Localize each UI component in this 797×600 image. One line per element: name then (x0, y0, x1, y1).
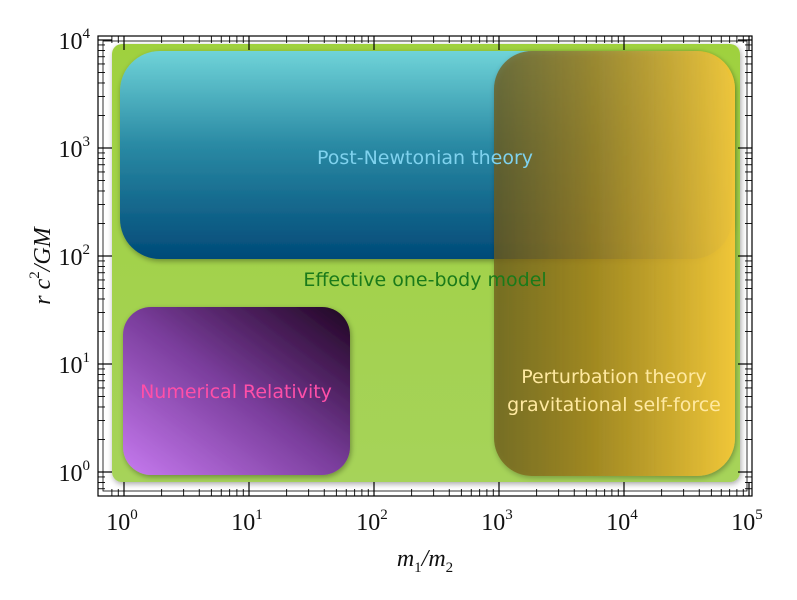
x-tick-label: 105 (731, 507, 763, 536)
x-tick-label: 101 (231, 507, 263, 536)
plot-frame-inner (102, 40, 748, 492)
eob-label: Effective one-body model (303, 269, 546, 291)
y-tick-label: 100 (59, 458, 91, 487)
x-axis-title-slash: /m (420, 546, 446, 572)
y-axis-title: r c2/GM (27, 225, 56, 305)
x-axis-title: m1/m2 (397, 546, 453, 576)
x-tick-label: 103 (481, 507, 513, 536)
y-tick-label: 102 (59, 242, 91, 271)
nr-region (123, 307, 350, 475)
y-tick-label: 101 (59, 350, 91, 379)
x-axis-title-m1: m (397, 546, 414, 572)
y-tick-label: 103 (59, 134, 91, 163)
x-tick-label: 100 (106, 507, 138, 536)
pt-region (494, 51, 735, 476)
pn-label: Post-Newtonian theory (317, 147, 533, 169)
x-tick-label: 102 (356, 507, 388, 536)
y-axis-title-rest: /GM (30, 225, 56, 273)
axis-ticks: 100 101 102 103 104 105 100 101 102 103 104 (59, 26, 763, 536)
x-axis-title-sub2: 2 (446, 560, 454, 576)
y-axis-title-sup: 2 (27, 271, 43, 279)
pt-label-line2: gravitational self-force (507, 394, 721, 416)
pt-label-line1: Perturbation theory (521, 366, 707, 388)
x-axis-title-sub1: 1 (414, 560, 422, 576)
y-tick-label: 104 (59, 26, 91, 55)
y-axis-title-rc: r c (30, 278, 56, 304)
nr-label: Numerical Relativity (140, 381, 332, 403)
x-tick-label: 104 (606, 507, 638, 536)
